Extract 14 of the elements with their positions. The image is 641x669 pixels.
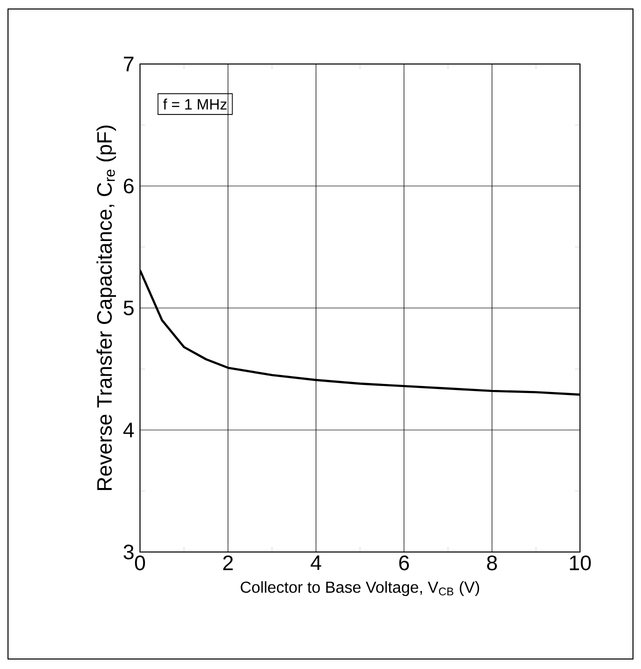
x-tick-label: 0 <box>134 556 145 570</box>
y-tick-label: 4 <box>123 422 134 438</box>
x-axis-title: Collector to Base Voltage, V$_{CB}$ (V) <box>240 581 480 596</box>
x-tick-label: 10 <box>570 556 591 570</box>
x-tick-label: 4 <box>310 556 322 570</box>
y-tick-label: 5 <box>124 300 134 316</box>
y-tick-label: 3 <box>124 544 134 560</box>
x-tick-label: 8 <box>487 556 497 570</box>
x-tick-label: 2 <box>223 556 233 570</box>
y-tick-label: 6 <box>124 178 134 194</box>
y-tick-label: 7 <box>124 56 134 72</box>
x-tick-label: 6 <box>399 556 409 570</box>
annotation: f = 1 MHz <box>163 98 227 110</box>
y-axis-title: Reverse Transfer Capacitance, C$_{re}$ (pF) <box>96 126 116 490</box>
